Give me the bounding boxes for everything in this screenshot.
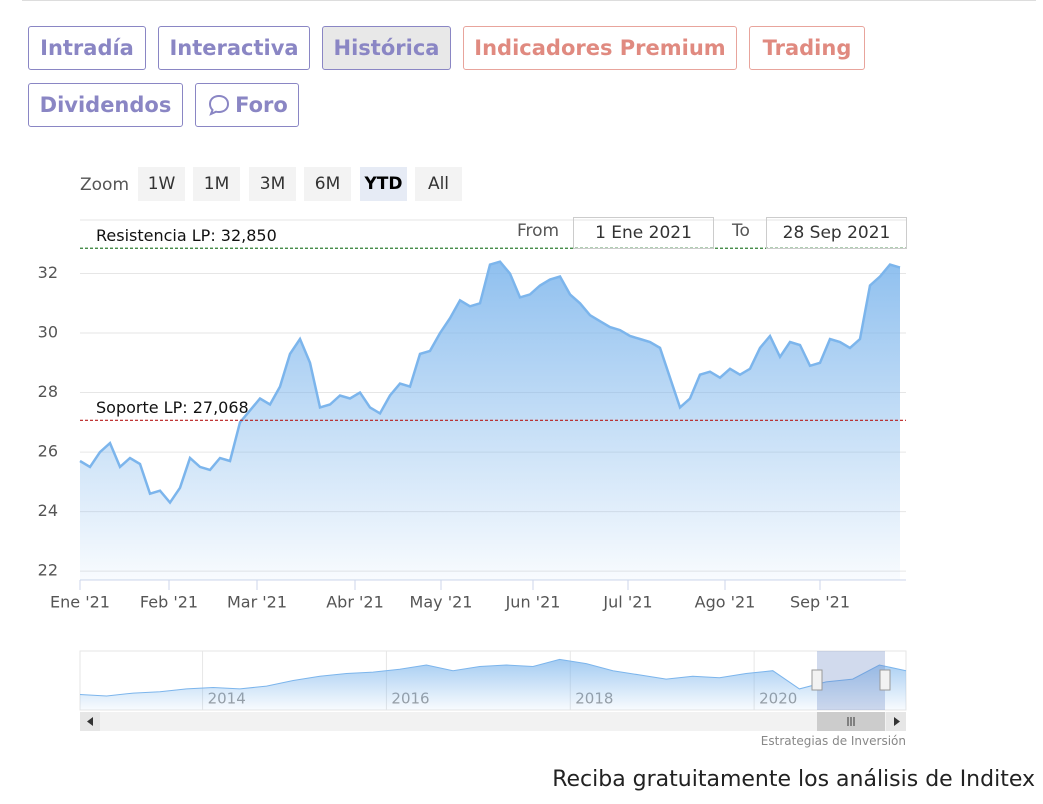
plot-line-label: Resistencia LP: 32,850: [96, 226, 277, 245]
zoom-button[interactable]: YTD: [360, 167, 407, 201]
tab[interactable]: Trading: [749, 26, 865, 70]
line: [79, 260, 901, 505]
tab[interactable]: Histórica: [322, 26, 451, 70]
zoom-label: Zoom: [80, 175, 130, 195]
x-tick-label: Abr '21: [326, 593, 384, 612]
y-tick-label: 24: [38, 501, 58, 520]
handle[interactable]: [811, 669, 823, 691]
tab-label: Foro: [235, 93, 288, 117]
from-label: From: [517, 221, 560, 241]
y-tick-label: 26: [38, 442, 58, 461]
tab[interactable]: Intradía: [28, 26, 146, 70]
line: [79, 658, 907, 697]
zoom-button[interactable]: All: [415, 167, 462, 201]
credit: Estrategias de Inversión: [760, 734, 906, 748]
navigator-selection: [817, 651, 885, 710]
x-tick-label: Jul '21: [602, 593, 652, 612]
zoom-button[interactable]: 1W: [138, 167, 185, 201]
tab[interactable]: Foro: [195, 83, 299, 127]
x-tick-label: Feb '21: [140, 593, 198, 612]
chat-icon: [209, 94, 230, 116]
scrollbar-track: [80, 712, 906, 731]
tab[interactable]: Dividendos: [28, 83, 183, 127]
zoom-button[interactable]: 1M: [193, 167, 240, 201]
to-label: To: [732, 221, 750, 241]
y-tick-label: 28: [38, 382, 58, 401]
tab[interactable]: Indicadores Premium: [463, 26, 737, 70]
x-tick-label: Mar '21: [227, 593, 287, 612]
x-tick-label: Jun '21: [505, 593, 561, 612]
zoom-button[interactable]: 3M: [249, 167, 296, 201]
area: [80, 659, 906, 710]
top-rule: [22, 0, 1036, 1]
x-tick-label: Ago '21: [695, 593, 756, 612]
y-tick-label: 32: [38, 263, 58, 282]
zoom-button[interactable]: 6M: [304, 167, 351, 201]
x-tick-label: May '21: [410, 593, 473, 612]
handle[interactable]: [879, 669, 891, 691]
arrow: [894, 717, 900, 726]
x-tick-label: Ene '21: [50, 593, 110, 612]
grip: [847, 717, 855, 726]
y-tick-label: 22: [38, 561, 58, 580]
tab[interactable]: Interactiva: [158, 26, 310, 70]
plot-line-label: Soporte LP: 27,068: [96, 398, 249, 417]
from-input[interactable]: 1 Ene 2021: [573, 217, 714, 249]
to-input[interactable]: 28 Sep 2021: [766, 217, 907, 249]
y-tick-label: 30: [38, 323, 58, 342]
footer-link[interactable]: Reciba gratuitamente los análisis de Ind…: [552, 767, 1035, 792]
x-tick-label: Sep '21: [790, 593, 850, 612]
arrow: [87, 717, 93, 726]
